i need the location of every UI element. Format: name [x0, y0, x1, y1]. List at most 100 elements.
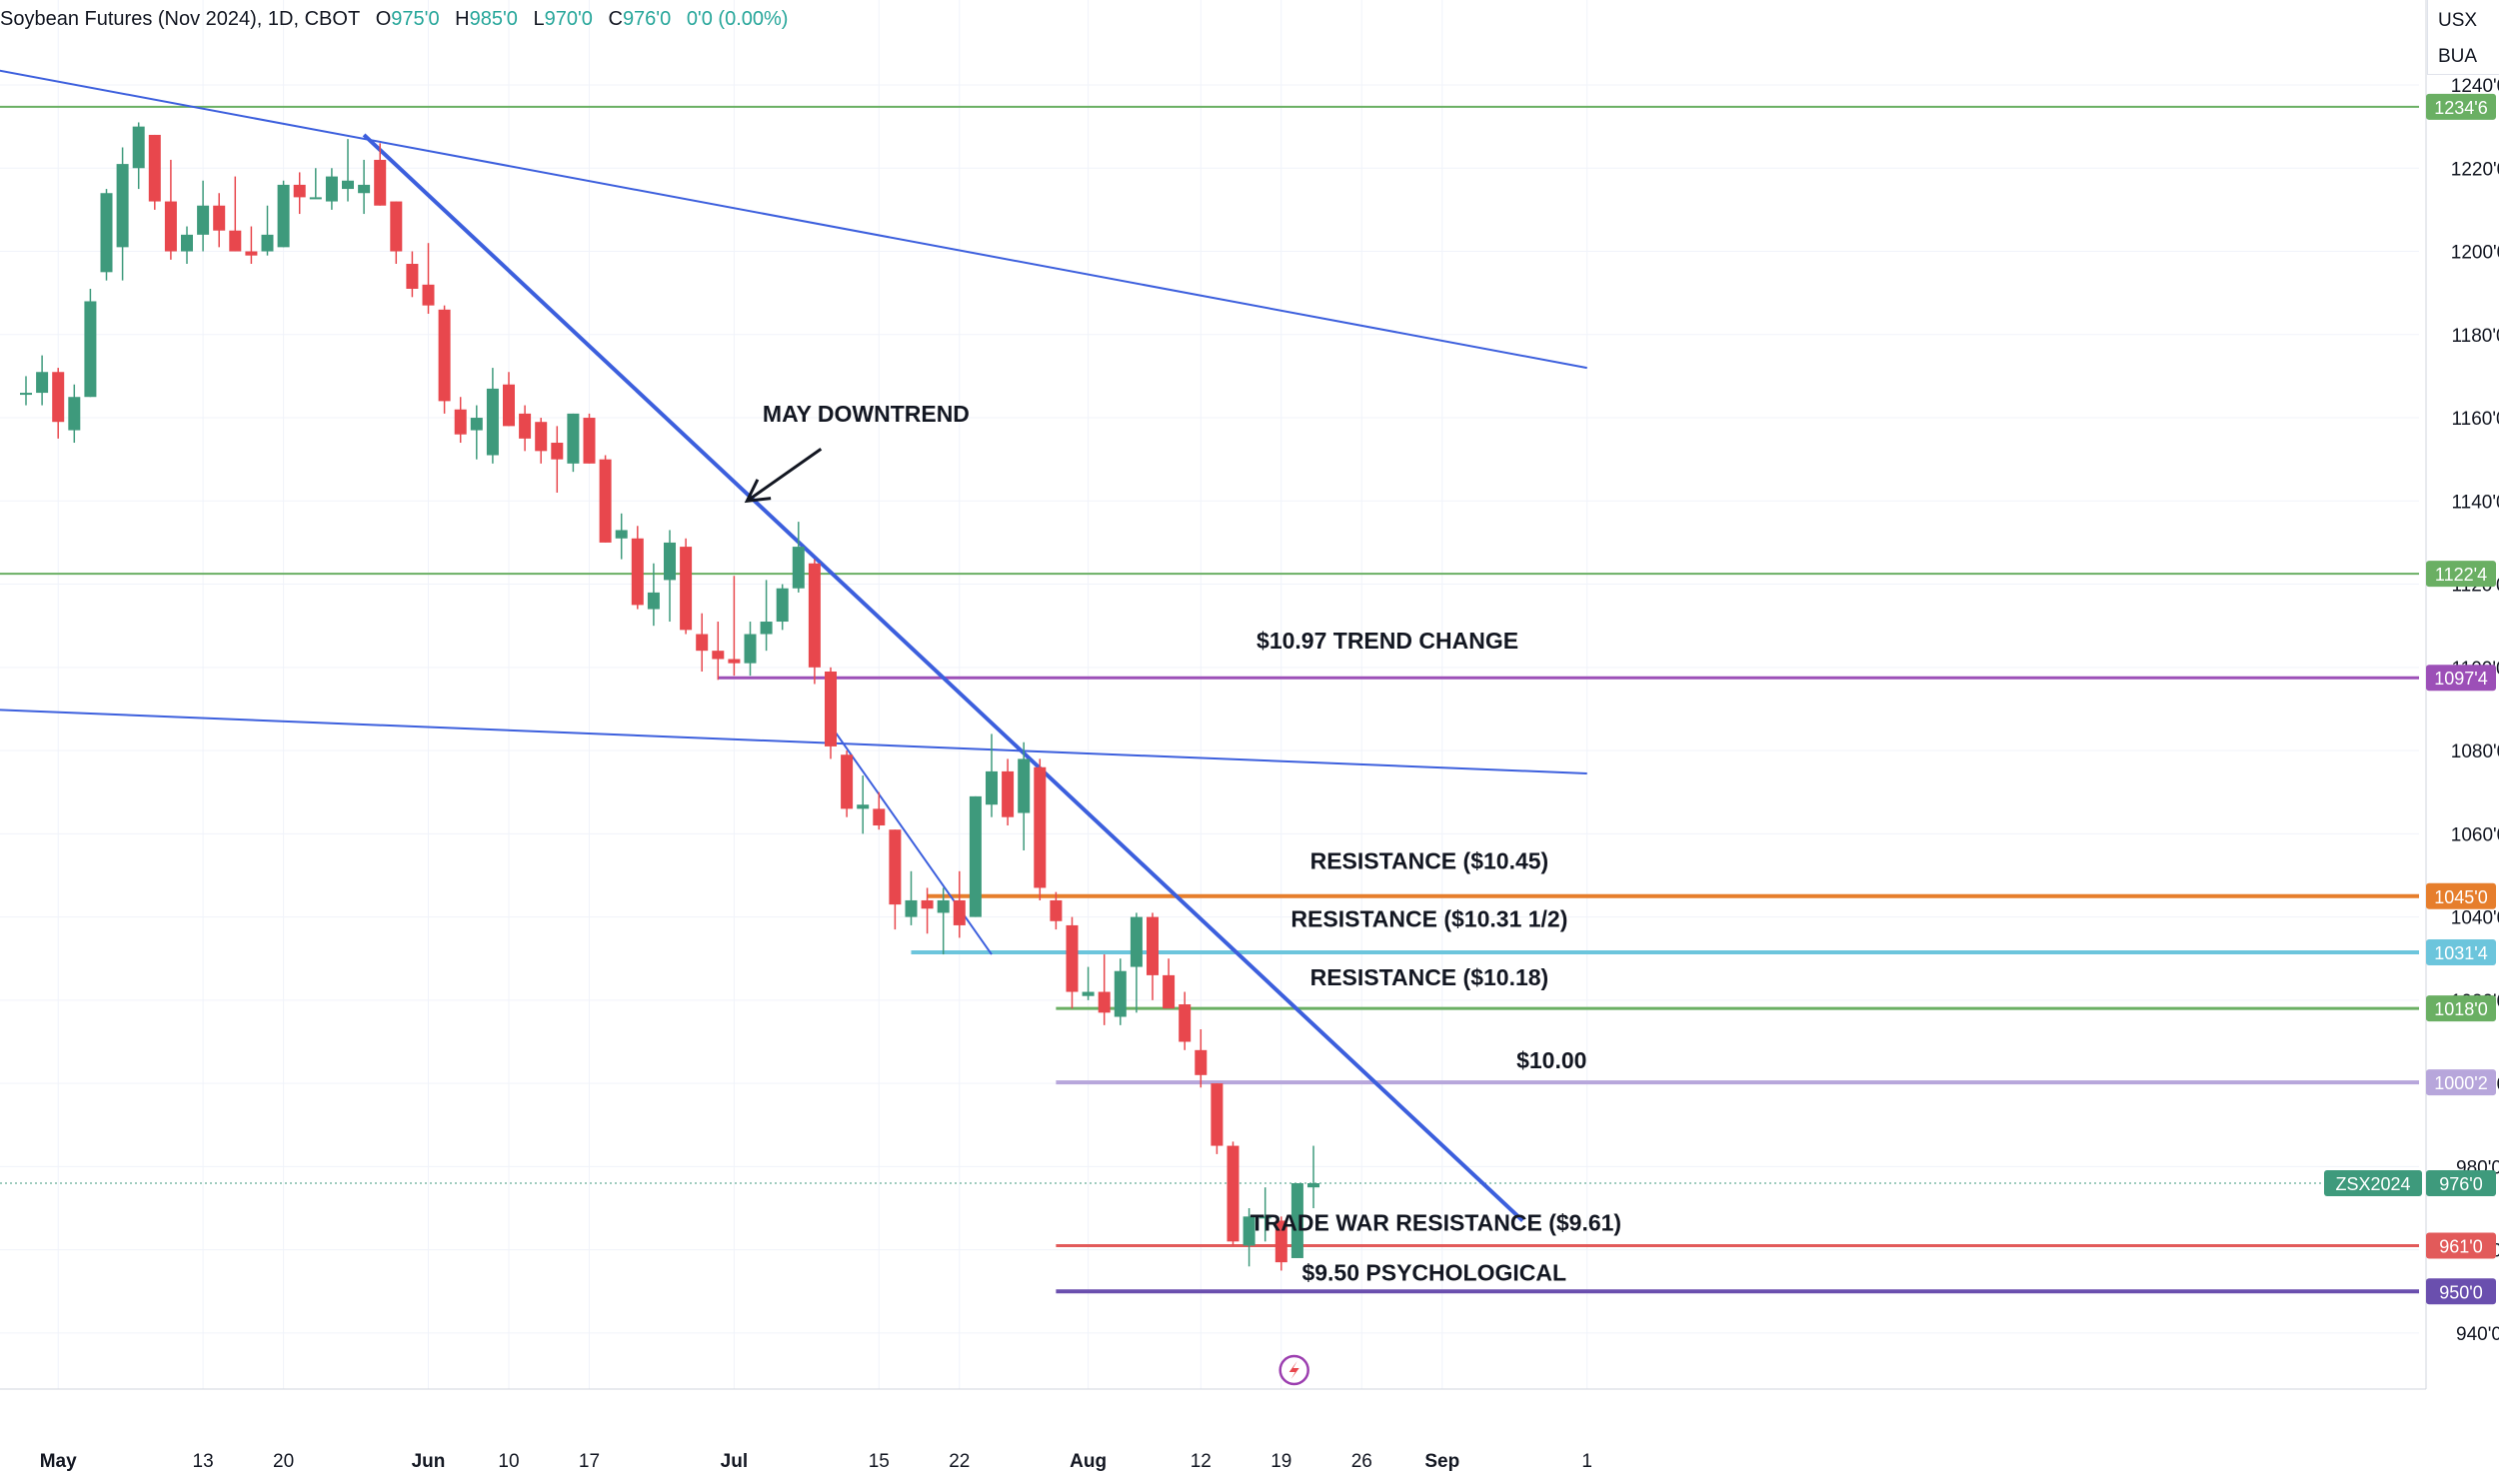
candle-body	[631, 538, 644, 606]
y-tick-label: 1200'0	[2451, 243, 2499, 264]
level-badge-label: 950'0	[2439, 1282, 2482, 1302]
x-tick-label: 22	[949, 1451, 970, 1472]
x-tick-label: May	[40, 1451, 77, 1472]
candle-body	[1130, 916, 1143, 967]
y-tick-label: 1240'0	[2451, 76, 2499, 97]
annotation-label: $9.50 PSYCHOLOGICAL	[1301, 1260, 1566, 1286]
level-badge	[2426, 938, 2496, 965]
annotation-label: RESISTANCE ($10.18)	[1310, 964, 1549, 990]
candle-body	[953, 899, 966, 925]
level-badge	[2426, 561, 2496, 588]
candle-body	[181, 234, 193, 252]
x-tick-label: 19	[1270, 1451, 1291, 1472]
candle-body	[164, 201, 177, 252]
candle-body	[1147, 916, 1159, 975]
candle-body	[728, 659, 741, 664]
high-label: H	[455, 8, 470, 30]
candle-body	[583, 418, 596, 464]
price-scale-settings[interactable]: USX BUA	[2427, 0, 2499, 75]
candle-body	[615, 530, 628, 539]
candle-body	[213, 205, 226, 231]
candle-body	[470, 418, 483, 431]
candle-body	[1258, 1216, 1271, 1219]
current-price-badge	[2426, 1170, 2496, 1197]
level-badge	[2426, 1069, 2496, 1096]
candle-body	[776, 588, 789, 623]
x-tick-label: Sep	[1424, 1451, 1459, 1472]
candle-body	[1002, 770, 1015, 817]
candle-body	[486, 388, 499, 456]
candle-body	[1114, 970, 1127, 1017]
level-badge-label: 961'0	[2439, 1236, 2482, 1256]
candle-body	[116, 164, 129, 248]
candle-body	[132, 126, 145, 169]
candle-body	[937, 899, 950, 913]
x-tick-label: 26	[1351, 1451, 1372, 1472]
candle-body	[1307, 1183, 1319, 1188]
candle-body	[325, 176, 338, 202]
y-tick-label: 1140'0	[2451, 492, 2499, 513]
candle-body	[760, 622, 773, 635]
candle-body	[664, 542, 676, 581]
open-label: O	[375, 8, 392, 30]
candle-body	[100, 193, 113, 273]
y-tick-label: 1220'0	[2451, 159, 2499, 180]
y-tick-label: 1040'0	[2451, 908, 2499, 929]
candle-body	[1227, 1145, 1240, 1242]
ticker-badge-label: ZSX2024	[2335, 1174, 2410, 1194]
candle-body	[921, 899, 934, 909]
candle-body	[680, 547, 693, 631]
candle-body	[229, 230, 242, 252]
level-badge	[2426, 665, 2496, 692]
lightning-event-icon	[1278, 1354, 1309, 1386]
level-badge	[2426, 882, 2496, 909]
candle-body	[825, 671, 837, 746]
candle-body	[792, 547, 805, 589]
x-tick-label: 12	[1191, 1451, 1212, 1472]
price-badges-group: 1234'6 1122'4 1097'4 1045'0 1031'4 1018'0 1000…	[2324, 93, 2496, 1305]
x-tick-label: Aug	[1070, 1451, 1107, 1472]
candle-body	[535, 422, 548, 452]
candle-body	[1195, 1049, 1208, 1075]
candle-body	[374, 159, 387, 206]
candle-body	[1290, 1183, 1303, 1258]
level-badge-label: 1018'0	[2434, 999, 2488, 1019]
arrow-shaft	[746, 448, 823, 503]
y-tick-label: 1180'0	[2451, 326, 2499, 347]
unit-label[interactable]: BUA	[2438, 46, 2478, 67]
annotation-label: RESISTANCE ($10.45)	[1310, 847, 1549, 873]
levels-group	[0, 105, 2419, 1294]
symbol-header: Soybean Futures (Nov 2024), 1D, CBOT O 97…	[0, 8, 798, 36]
low-label: L	[533, 8, 545, 30]
candle-body	[277, 184, 290, 248]
candle-body	[148, 134, 161, 202]
lightning-icon-bolt	[1288, 1361, 1299, 1379]
candle-body	[52, 372, 65, 423]
x-tick-label: 13	[193, 1451, 214, 1472]
candle-body	[438, 309, 451, 402]
trend-line	[0, 709, 1587, 774]
symbol-title[interactable]: Soybean Futures (Nov 2024), 1D, CBOT	[0, 8, 361, 30]
y-tick-label: 1080'0	[2451, 742, 2499, 762]
annotation-label: $10.97 TREND CHANGE	[1256, 628, 1518, 654]
candle-body	[841, 754, 854, 809]
currency-label[interactable]: USX	[2438, 10, 2478, 31]
grid-group	[0, 0, 2419, 1389]
candle-body	[744, 634, 757, 664]
low-value: 970'0	[544, 8, 593, 30]
candle-body	[551, 443, 564, 460]
trend-line	[362, 133, 1524, 1222]
candle-body	[1098, 991, 1111, 1013]
candles-group	[20, 122, 1319, 1271]
arrow-head	[744, 479, 772, 504]
candle-body	[36, 372, 49, 394]
candle-body	[1179, 1004, 1192, 1042]
ticker-badge	[2324, 1170, 2422, 1197]
candle-body	[197, 205, 210, 235]
y-tick-label: 940'0	[2456, 1324, 2499, 1345]
candle-body	[1050, 899, 1063, 921]
y-tick-label: 1060'0	[2451, 824, 2499, 845]
candle-body	[309, 197, 322, 200]
